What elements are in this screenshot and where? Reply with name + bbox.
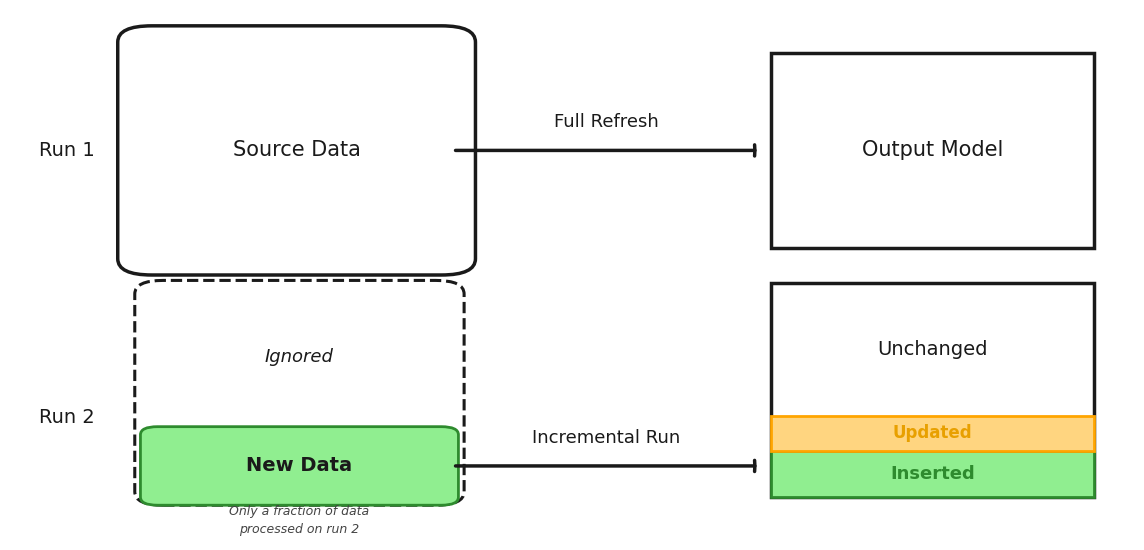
FancyBboxPatch shape — [141, 427, 459, 505]
Text: Output Model: Output Model — [861, 140, 1003, 161]
Text: Inserted: Inserted — [890, 465, 975, 483]
Text: New Data: New Data — [246, 456, 352, 475]
Text: Updated: Updated — [892, 425, 972, 442]
Text: Source Data: Source Data — [232, 140, 360, 161]
Bar — [771, 416, 1095, 451]
Text: Incremental Run: Incremental Run — [532, 429, 681, 447]
Text: Unchanged: Unchanged — [877, 340, 987, 359]
Text: Run 2: Run 2 — [39, 408, 95, 427]
Bar — [771, 451, 1095, 497]
Bar — [771, 53, 1095, 248]
Text: Full Refresh: Full Refresh — [554, 113, 659, 131]
Text: Ignored: Ignored — [265, 348, 334, 366]
Text: Run 1: Run 1 — [39, 141, 95, 160]
Bar — [771, 283, 1095, 497]
FancyBboxPatch shape — [118, 26, 476, 275]
Text: Only a fraction of data
processed on run 2: Only a fraction of data processed on run… — [230, 505, 370, 536]
FancyBboxPatch shape — [135, 280, 464, 505]
